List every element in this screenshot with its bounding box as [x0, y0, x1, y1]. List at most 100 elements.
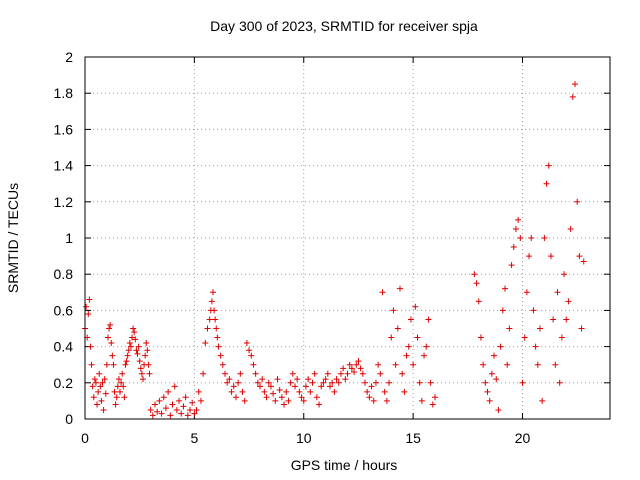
y-tick-label: 0.6 [54, 302, 74, 318]
data-point [110, 361, 117, 368]
data-point [322, 376, 329, 383]
data-point [517, 235, 524, 241]
data-point [123, 358, 130, 365]
data-point [111, 388, 118, 395]
data-point [117, 388, 123, 395]
x-tick-label: 0 [81, 430, 89, 446]
data-point [340, 365, 347, 372]
data-point [248, 352, 255, 359]
data-point [316, 401, 323, 408]
data-point [87, 343, 94, 350]
data-point [512, 225, 519, 232]
data-point [331, 388, 338, 395]
data-point [154, 408, 161, 415]
data-point [283, 388, 290, 395]
data-point [278, 394, 285, 401]
data-point [191, 410, 198, 417]
data-point [521, 334, 528, 341]
data-point [370, 397, 377, 404]
data-point [412, 303, 419, 310]
data-point [206, 316, 213, 323]
data-point [143, 339, 150, 346]
data-point [83, 303, 90, 310]
data-point [357, 365, 364, 372]
chart-title: Day 300 of 2023, SRMTID for receiver spj… [210, 18, 478, 34]
data-point [217, 352, 224, 359]
data-point [101, 376, 108, 383]
data-point [106, 325, 113, 332]
data-point [547, 253, 554, 260]
data-point [379, 289, 386, 296]
data-point [97, 383, 104, 390]
data-point [94, 401, 101, 408]
data-point [156, 397, 163, 404]
data-point [232, 394, 239, 401]
plot-frame [84, 56, 611, 420]
data-point [569, 93, 576, 100]
data-point [311, 370, 318, 377]
data-point [410, 361, 417, 368]
data-point [355, 358, 362, 365]
data-point [104, 334, 111, 341]
data-point [388, 334, 395, 341]
data-point [252, 370, 259, 377]
data-point [263, 394, 270, 401]
data-point [212, 316, 219, 323]
data-point [558, 334, 565, 341]
data-point [506, 325, 513, 332]
data-point [230, 383, 237, 390]
data-point [318, 383, 325, 390]
data-point [108, 339, 115, 346]
data-point [320, 379, 327, 386]
data-point [88, 361, 95, 368]
data-point [368, 383, 375, 390]
data-point [103, 361, 110, 368]
data-point [386, 379, 393, 386]
data-point [337, 370, 344, 377]
data-point [353, 361, 360, 368]
data-point [158, 410, 165, 417]
data-point [138, 370, 145, 377]
data-point [519, 379, 526, 386]
data-point [200, 370, 207, 377]
data-point [394, 325, 401, 332]
data-point [329, 379, 336, 386]
data-point [574, 198, 581, 205]
data-point [543, 180, 550, 187]
data-point [228, 388, 235, 395]
data-point [267, 383, 274, 390]
data-point [208, 298, 215, 305]
data-point [257, 383, 263, 390]
data-point [145, 361, 152, 368]
data-point [372, 379, 379, 386]
data-point [576, 253, 583, 260]
data-point [359, 370, 366, 377]
data-point [491, 352, 498, 359]
data-point [414, 334, 421, 341]
data-point [96, 370, 103, 377]
data-point [541, 235, 548, 241]
data-point [85, 311, 92, 318]
data-point [502, 285, 508, 292]
data-point [392, 361, 399, 368]
data-point [348, 365, 355, 372]
data-point [169, 401, 176, 408]
data-point [167, 412, 174, 419]
data-point [265, 379, 272, 386]
data-point [124, 352, 131, 359]
y-tick-label: 0 [65, 411, 73, 427]
data-point [375, 361, 382, 368]
data-point [222, 370, 228, 377]
data-point [580, 258, 587, 265]
data-point [235, 379, 242, 386]
data-point [488, 370, 495, 377]
data-point [114, 383, 121, 390]
data-point [552, 361, 559, 368]
data-point [162, 405, 169, 412]
data-point [578, 325, 585, 332]
data-point [126, 339, 133, 346]
data-point [254, 379, 261, 386]
data-point [327, 383, 333, 390]
data-point [132, 336, 139, 343]
x-tick-label: 15 [405, 430, 421, 446]
